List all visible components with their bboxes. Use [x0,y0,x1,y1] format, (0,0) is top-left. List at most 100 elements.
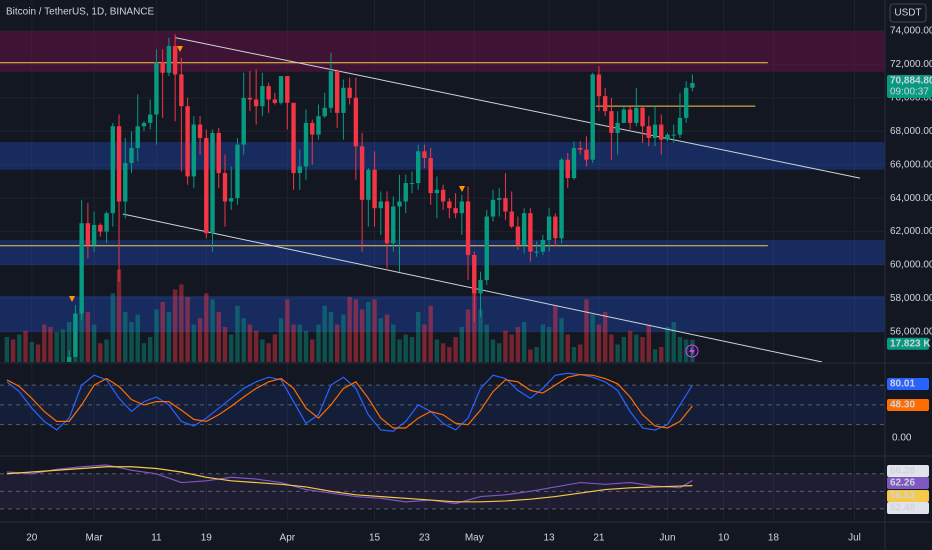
volume-bar [104,339,109,362]
volume-bar [141,343,147,362]
volume-bar [602,312,608,362]
volume-bar [571,347,577,362]
volume-bar [378,318,383,362]
currency-button[interactable] [889,3,927,23]
volume-bar [584,299,589,362]
volume-bar [285,299,290,362]
alert-icon[interactable] [685,344,699,358]
candle-body [216,132,221,174]
candle-body [278,76,284,103]
rsi-tag-bg [887,477,929,489]
candle-body [578,147,583,150]
candle-body [609,111,614,133]
candle-body [434,189,440,194]
volume-bar [204,293,209,362]
volume-bar [640,337,645,362]
volume-bar [172,289,178,362]
volume-bar [428,305,433,362]
volume-bar [677,337,683,362]
candle-body [247,97,253,100]
volume-bar [534,347,539,362]
volume-bar [366,302,371,362]
candle-body [166,45,172,73]
volume-bar [372,299,377,362]
volume-tag: 17.823 K [890,338,931,349]
volume-bar [440,343,446,362]
candle-body [534,251,539,253]
candle-body [540,239,546,252]
volume-bar [10,339,16,362]
oscillator-line [6,373,693,429]
y-tick-label: 62,000.00 [890,226,932,237]
rsi-ma-tag-bg [887,490,929,502]
volume-bar [278,318,284,362]
candle-body [683,87,689,118]
volume-bar [110,293,116,362]
x-tick-label: 15 [369,533,381,544]
candle-body [615,122,620,133]
currency-label[interactable]: USDT [894,8,921,19]
candle-body [241,97,246,145]
candle-body [465,201,471,255]
candle-body [472,254,477,294]
candle-body [79,223,84,314]
volume-bar [328,312,334,362]
candle-body [66,356,72,362]
candle-body [627,109,633,123]
rsi-band-tag-bg [887,465,929,477]
volume-bar [160,302,165,362]
candle-body [110,126,116,214]
volume-bar [359,309,365,362]
candle-body [253,99,259,107]
candle-body [415,151,421,184]
candle-body [359,146,365,200]
volume-bar [609,334,614,362]
volume-bar [66,322,72,362]
y-tick-label: 68,000.00 [890,126,932,137]
y-tick-label: 56,000.00 [890,327,932,338]
volume-bar [528,349,533,362]
volume-bar [222,327,228,362]
volume-bar [316,324,321,362]
volume-bar [191,324,197,362]
candle-body [484,216,489,281]
oscillator-line [6,372,693,432]
candle-body [347,87,352,98]
oscillator-line [6,464,693,505]
layers [0,0,885,522]
volume-bar [596,324,602,362]
candle-body [459,201,465,214]
volume-bar [546,327,552,362]
candle-body [322,107,327,117]
rsi-pane [0,464,885,510]
volume-bar [615,344,620,362]
volume-bar [565,334,570,362]
candle-body [571,147,577,179]
x-tick-label: Mar [85,533,103,544]
y-tick-label: 0.00 [892,432,912,443]
oscillator-line [6,466,693,503]
candle-body [179,74,184,107]
candle-body [154,62,159,115]
volume-bar [347,297,352,362]
volume-bar [247,324,253,362]
candle-body [515,226,521,245]
candle-body [497,198,502,200]
candle-body [297,166,302,174]
candle-body [141,122,147,127]
candle-body [528,213,533,252]
volume-bar [509,334,514,362]
x-tick-label: 20 [26,533,38,544]
candle-body [197,124,203,138]
candle-body [378,201,383,209]
candle-body [291,102,296,174]
volume-bar [210,299,215,362]
volume-bar [403,334,408,362]
candle-body [659,124,664,140]
volume-bar [341,314,346,362]
stoch-pane [0,372,885,432]
x-tick-label: Jun [659,533,675,544]
candle-body [428,158,433,194]
volume-bar [235,305,240,362]
volume-bar [540,324,546,362]
